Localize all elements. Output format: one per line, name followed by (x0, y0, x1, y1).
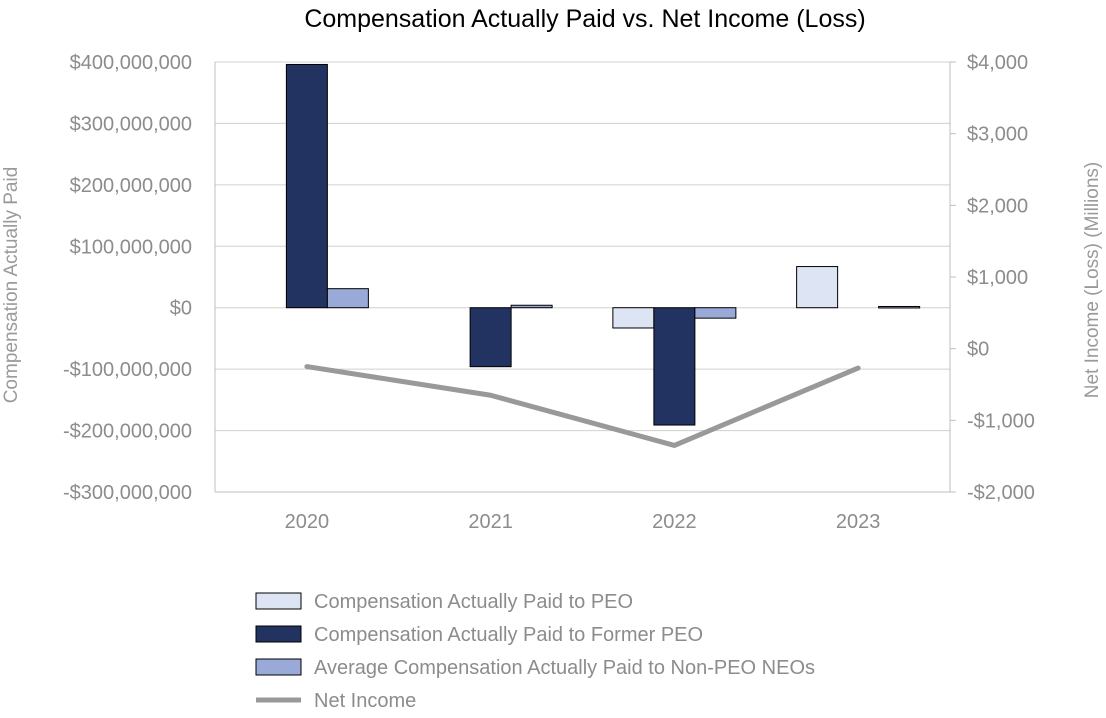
left-tick-label: -$200,000,000 (63, 421, 192, 443)
right-axis-title: Net Income (Loss) (Millions) (1082, 162, 1103, 399)
right-tick-label: -$2,000 (967, 482, 1035, 504)
left-tick-label: $200,000,000 (70, 175, 192, 197)
right-tick-label: $4,000 (967, 52, 1028, 74)
bar (326, 288, 369, 309)
bar (285, 63, 328, 309)
right-tick-label: $2,000 (967, 195, 1028, 217)
bar (469, 307, 512, 368)
bar (878, 305, 921, 309)
right-tick-label: -$1,000 (967, 410, 1035, 432)
x-tick-label: 2020 (285, 511, 330, 533)
bar (510, 304, 553, 309)
chart-title: Compensation Actually Paid vs. Net Incom… (304, 5, 865, 33)
net-income-line-group (304, 364, 861, 448)
left-tick-label: $400,000,000 (70, 52, 192, 74)
bar (796, 266, 839, 309)
bars (285, 63, 921, 426)
bar (612, 307, 655, 329)
x-tick-label: 2022 (652, 511, 697, 533)
legend-label: Average Compensation Actually Paid to No… (314, 657, 815, 679)
net-income-line (304, 364, 861, 448)
left-tick-label: $100,000,000 (70, 236, 192, 258)
right-tick-label: $0 (967, 339, 989, 361)
right-axis-ticks: $4,000 $3,000 $2,000 $1,000 $0 -$1,000 -$2,000 (967, 52, 1035, 504)
right-tick-label: $1,000 (967, 267, 1028, 289)
x-tick-label: 2021 (468, 511, 513, 533)
left-tick-label: -$100,000,000 (63, 359, 192, 381)
x-tick-label: 2023 (836, 511, 881, 533)
left-tick-label: $300,000,000 (70, 113, 192, 135)
legend-label: Compensation Actually Paid to PEO (314, 591, 633, 613)
right-tick-label: $3,000 (967, 124, 1028, 146)
legend-swatch (255, 658, 302, 676)
legend-swatch (255, 625, 302, 643)
left-tick-label: -$300,000,000 (63, 482, 192, 504)
left-axis-ticks: $400,000,000 $300,000,000 $200,000,000 $100… (63, 52, 192, 504)
bar (653, 307, 696, 426)
left-axis-title: Compensation Actually Paid (1, 167, 22, 404)
legend-label: Net Income (314, 690, 416, 712)
x-axis-ticks: 2020 2021 2022 2023 (285, 511, 881, 533)
left-tick-label: $0 (170, 298, 192, 320)
bar (694, 307, 737, 319)
legend-swatch (255, 592, 302, 610)
legend-label: Compensation Actually Paid to Former PEO (314, 624, 703, 646)
legend: Compensation Actually Paid to PEO Compens… (255, 591, 815, 712)
axes (214, 61, 956, 493)
